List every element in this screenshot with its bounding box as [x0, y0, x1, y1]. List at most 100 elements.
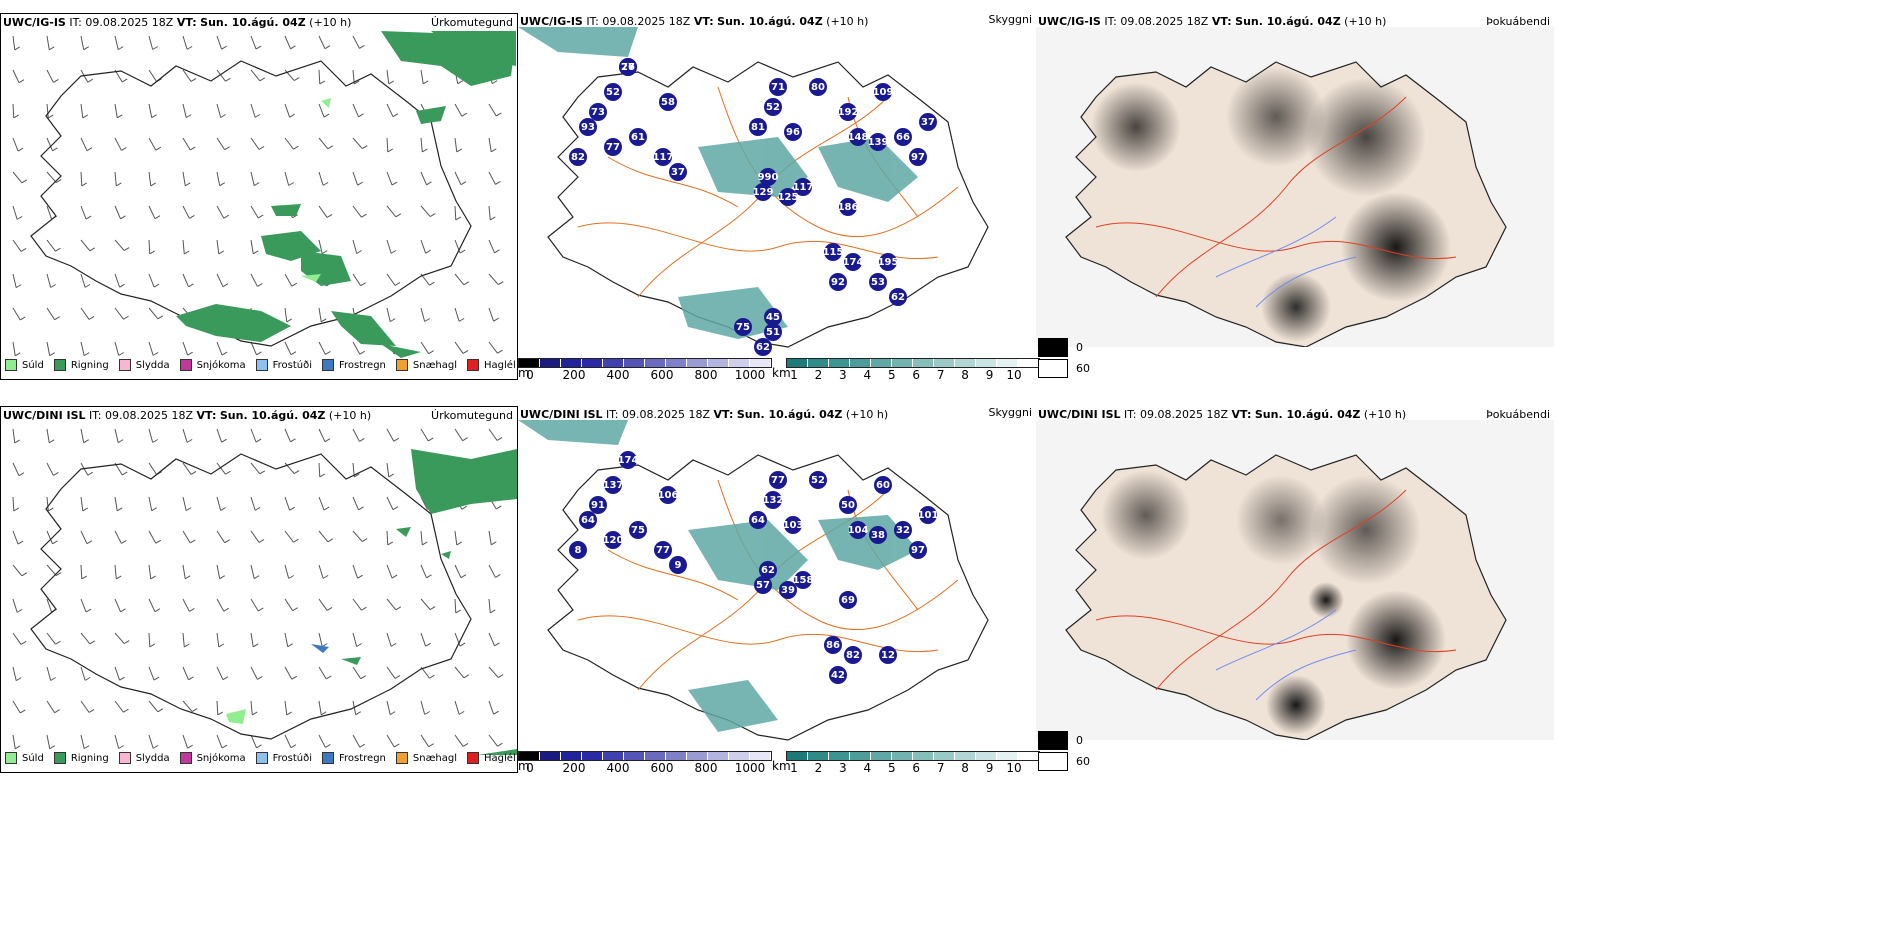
wind-barb [352, 530, 363, 542]
wind-barb [386, 171, 393, 186]
colorbar-tick: 7 [936, 761, 945, 775]
wind-barb [420, 341, 430, 354]
wind-barb-flag [116, 507, 123, 512]
fog-legend-swatch [1038, 359, 1068, 378]
wind-barb [114, 239, 125, 251]
panel-title: UWC/IG-IS IT: 09.08.2025 18Z VT: Sun. 10… [1038, 15, 1387, 28]
visibility-areas [518, 420, 918, 732]
colorbar-cell [808, 752, 829, 760]
wind-barb [80, 307, 90, 320]
ceiling-height-label: 104 [848, 525, 869, 536]
wind-barb [182, 598, 190, 612]
wind-barb [488, 428, 498, 441]
wind-barb-flag [254, 113, 261, 118]
low-ceiling-cell [619, 451, 637, 469]
low-ceiling-cell [759, 561, 777, 579]
wind-barb [114, 632, 125, 644]
wind-barb [488, 564, 496, 578]
wind-barb [216, 564, 221, 579]
wind-barb-flag [391, 181, 398, 186]
wind-barb [80, 205, 87, 220]
wind-barb-flag [88, 316, 95, 320]
wind-barb [454, 632, 461, 647]
wind-barb-flag [425, 249, 431, 254]
ceiling-height-label: 37 [671, 167, 685, 178]
wind-barb-flag [390, 642, 397, 647]
wind-barb-flag [428, 350, 434, 355]
ceiling-height-label: 91 [591, 500, 605, 511]
wind-barb [250, 598, 259, 612]
colorbar-tick: 4 [863, 368, 872, 382]
wind-barb [352, 341, 361, 355]
wind-barb [148, 632, 151, 648]
wind-barb [386, 137, 389, 153]
low-ceiling-cell [764, 491, 782, 509]
wind-barb-flag [258, 146, 265, 150]
wind-barb [182, 734, 189, 749]
colorbar-cell [934, 359, 955, 367]
wind-barb [80, 428, 85, 443]
wind-barb [46, 700, 56, 713]
ceiling-height-label: 52 [766, 102, 780, 113]
ceiling-height-label: 82 [846, 650, 860, 661]
ceiling-height-label: 51 [766, 327, 780, 338]
ceiling-height-label: 115 [823, 247, 844, 258]
wind-barb-flag [122, 471, 128, 476]
wind-barb [216, 428, 223, 443]
low-ceiling-cell [909, 541, 927, 559]
ceiling-height-label: 93 [581, 122, 595, 133]
low-ceiling-cell [769, 78, 787, 96]
ceiling-height-label: 77 [621, 62, 635, 73]
wind-barb-flag [188, 283, 194, 288]
wind-barb [454, 205, 457, 221]
wind-barb [148, 462, 158, 475]
wind-barb-flag [150, 182, 157, 187]
wind-barb-flag [356, 250, 362, 254]
wind-barb-flag [20, 248, 27, 252]
wind-barb-flag [83, 439, 89, 444]
wind-barb [284, 598, 294, 611]
wind-barb [318, 103, 325, 118]
low-ceiling-cell [754, 338, 772, 356]
colorbar-tick: 5 [887, 761, 896, 775]
wind-barb-flag [119, 676, 125, 681]
wind-barb-flag [190, 471, 197, 475]
wind-barb [488, 632, 495, 647]
wind-barb [318, 632, 323, 647]
wind-barb [318, 307, 322, 322]
wind-barb [46, 564, 57, 576]
legend-item: Snjókoma [179, 752, 246, 764]
ceiling-height-label: 62 [761, 565, 775, 576]
wind-barb-flag [288, 575, 294, 579]
wind-barb-flag [288, 182, 294, 186]
precip-map [12, 31, 516, 358]
wind-barb [80, 564, 83, 580]
wind-barb [318, 598, 328, 611]
wind-barb-flag [52, 147, 58, 152]
wind-barb [80, 530, 88, 544]
ceiling-visibility-panel-bottom: UWC/DINI ISL IT: 09.08.2025 18Z VT: Sun.… [518, 406, 1040, 775]
wind-barb-flag [222, 283, 229, 288]
wind-barb [114, 341, 120, 356]
colorbar-tick: 600 [650, 761, 674, 775]
wind-barb [352, 273, 362, 286]
ceiling-height-label: 82 [571, 152, 585, 163]
wind-barb-flag [83, 745, 90, 750]
colorbar-cell [787, 752, 808, 760]
wind-barb [284, 462, 295, 474]
wind-barb [488, 530, 492, 545]
wind-barb-flag [326, 607, 333, 611]
wind-barb [182, 239, 185, 254]
wind-barb [216, 734, 223, 749]
legend-item: Frostregn [322, 752, 386, 764]
panel-title: UWC/DINI ISL IT: 09.08.2025 18Z VT: Sun.… [3, 409, 372, 422]
low-ceiling-cell [764, 98, 782, 116]
wind-barb-flag [429, 213, 436, 217]
wind-barb [182, 496, 187, 511]
colorbar-cell [708, 752, 729, 760]
wind-barb [420, 171, 427, 186]
wind-barb-flag [85, 215, 92, 220]
wind-barb [46, 35, 50, 50]
wind-barb-flag [217, 711, 224, 716]
legend-item: Súld [5, 752, 44, 764]
